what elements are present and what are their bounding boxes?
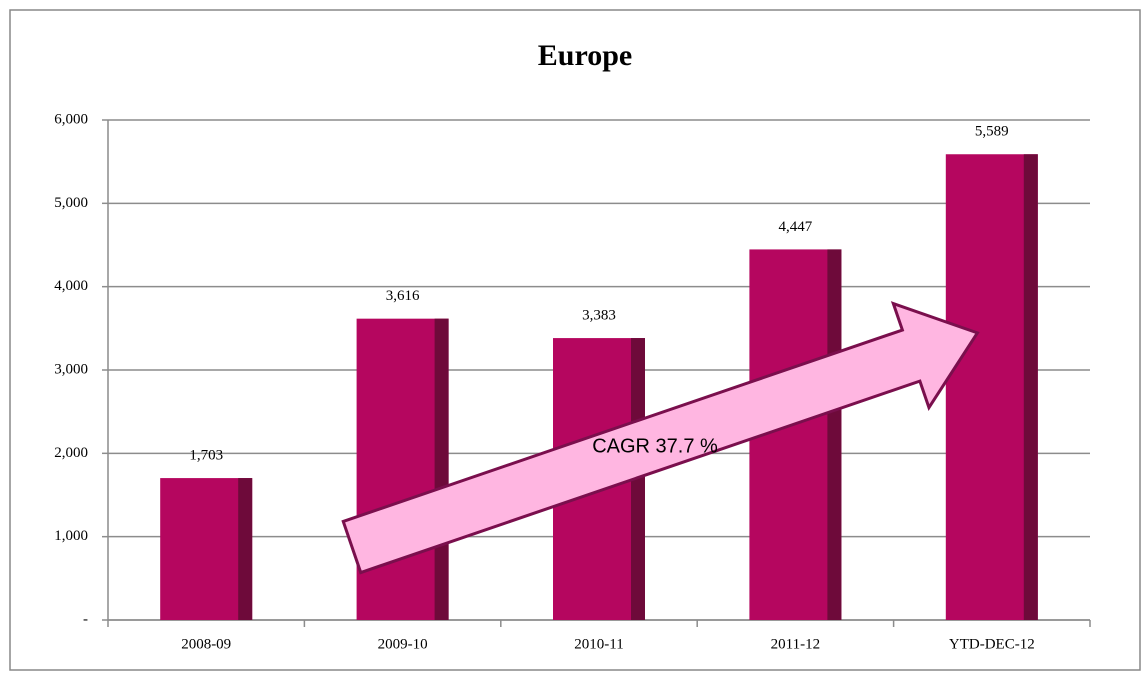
y-tick-label: 1,000 [54, 528, 88, 544]
x-tick-label: 2008-09 [181, 636, 231, 652]
x-tick-label: 2010-11 [574, 636, 623, 652]
x-tick-label: 2009-10 [378, 636, 428, 652]
y-tick-label: 6,000 [54, 111, 88, 127]
bar [945, 154, 1038, 620]
bar-shade [434, 318, 449, 620]
bar-shade [1023, 154, 1038, 620]
data-label: 3,616 [386, 288, 420, 304]
y-tick-label: 4,000 [54, 278, 88, 294]
data-label: 3,383 [582, 308, 616, 324]
y-tick-label: 2,000 [54, 445, 88, 461]
data-label: 5,589 [975, 124, 1009, 140]
bar [160, 478, 253, 620]
bar-shade [827, 249, 842, 620]
x-tick-label: 2011-12 [771, 636, 820, 652]
annotation-layer: CAGR 37.7 % [341, 301, 980, 575]
data-label: 1,703 [189, 448, 223, 464]
data-label: 4,447 [779, 219, 813, 235]
bar-shade [238, 478, 253, 620]
x-tick-label: YTD-DEC-12 [949, 636, 1035, 652]
y-tick-label: 3,000 [54, 361, 88, 377]
y-tick-label: - [83, 611, 88, 627]
growth-arrow [341, 301, 980, 575]
y-tick-label: 5,000 [54, 195, 88, 211]
chart-title: Europe [538, 39, 632, 72]
annotation: CAGR 37.7 % [592, 435, 718, 457]
